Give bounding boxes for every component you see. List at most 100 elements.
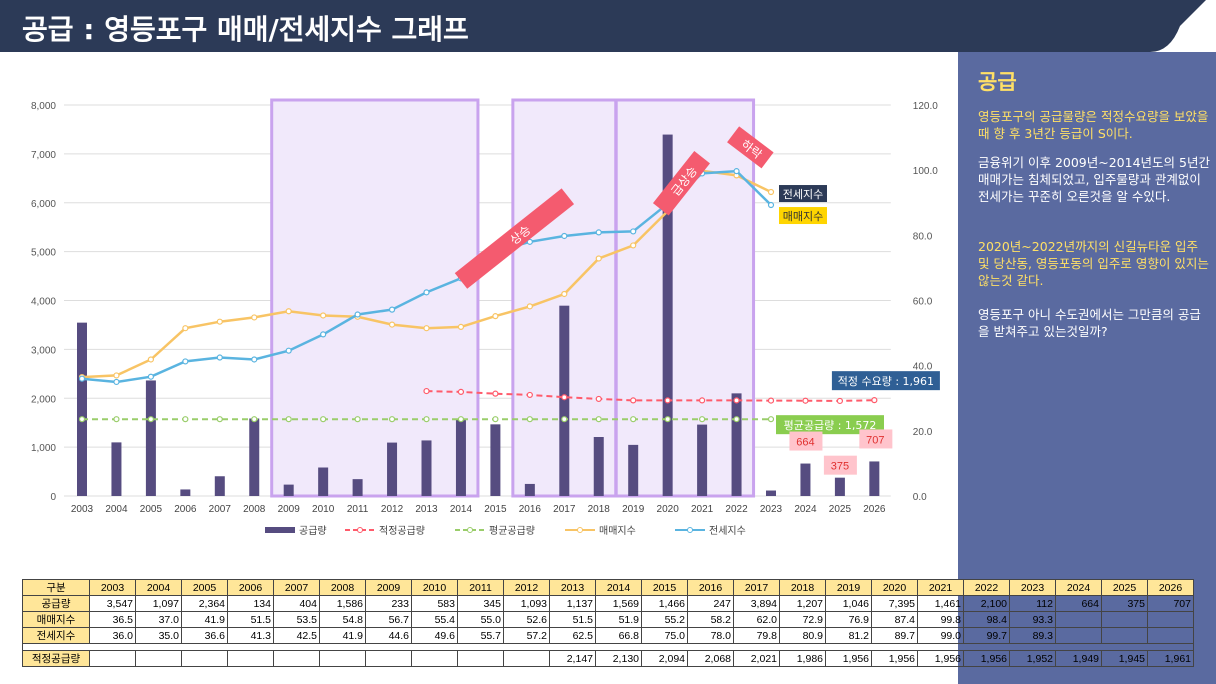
series-point — [767, 416, 775, 423]
supply-index-chart: 0 1,000 2,000 3,000 4,000 5,000 6,000 7,000 8,00… — [31, 98, 940, 537]
series-point — [595, 229, 602, 236]
table-cell — [135, 650, 182, 667]
table-cell — [411, 650, 458, 667]
legend-label: 평균공급량 — [489, 525, 535, 537]
series-point — [113, 378, 120, 386]
y-right-tick-label: 60.0 — [913, 297, 933, 308]
table-header-year: 2020 — [871, 579, 918, 596]
table-cell — [1101, 611, 1148, 628]
series-point — [802, 397, 809, 404]
table-cell: 55.7 — [457, 627, 504, 644]
x-tick-label: 2007 — [209, 504, 232, 515]
table-gap — [22, 643, 1194, 651]
table-cell: 76.9 — [825, 611, 872, 628]
series-point — [216, 318, 223, 325]
series-point — [457, 388, 465, 395]
series-point — [457, 416, 465, 423]
series-point — [561, 394, 568, 401]
table-header-year: 2013 — [549, 579, 596, 596]
table-cell — [1055, 627, 1102, 644]
table-cell: 1,466 — [641, 595, 688, 612]
x-tick-label: 2026 — [863, 504, 886, 515]
table-cell: 36.6 — [181, 627, 228, 644]
table-cell: 1,097 — [135, 595, 182, 612]
table-cell: 35.0 — [135, 627, 182, 644]
supply-bar — [731, 393, 742, 496]
table-header-year: 2022 — [963, 579, 1010, 596]
table-cell: 98.4 — [963, 611, 1010, 628]
supply-bar — [352, 479, 363, 496]
table-cell: 3,547 — [89, 595, 136, 612]
supply-bar — [766, 490, 776, 496]
supply-bar — [387, 442, 398, 496]
supply-bar — [214, 476, 225, 496]
series-point — [320, 312, 327, 319]
series-point — [354, 416, 361, 423]
series-point — [698, 416, 706, 423]
table-cell: 2,364 — [181, 595, 228, 612]
series-point — [182, 416, 189, 423]
table-cell: 72.9 — [779, 611, 826, 628]
series-point — [147, 416, 154, 423]
table-cell: 2,147 — [549, 650, 596, 667]
table-cell: 1,956 — [871, 650, 918, 667]
supply-bar — [283, 484, 294, 496]
series-point — [595, 416, 602, 423]
x-tick-label: 2018 — [588, 504, 611, 515]
maemae-end-label-bg — [779, 207, 827, 225]
table-cell: 2,130 — [595, 650, 642, 667]
y-left-tick-label: 7,000 — [31, 150, 56, 161]
table-cell: 51.9 — [595, 611, 642, 628]
table-row-label: 적정공급량 — [22, 650, 90, 667]
table-header-year: 2018 — [779, 579, 826, 596]
y-left-tick-label: 8,000 — [31, 101, 56, 112]
series-point — [320, 331, 327, 338]
series-point — [285, 416, 292, 423]
series-point — [526, 238, 533, 245]
table-cell: 1,986 — [779, 650, 826, 667]
table-cell: 54.8 — [319, 611, 366, 628]
table-cell — [1147, 611, 1194, 628]
table-cell: 1,956 — [963, 650, 1010, 667]
table-cell: 2,100 — [963, 595, 1010, 612]
average-supply-label-bg — [776, 415, 884, 435]
series-point — [182, 325, 189, 332]
y-right-tick-label: 80.0 — [913, 231, 933, 242]
table-header-year: 2014 — [595, 579, 642, 596]
table-cell: 1,945 — [1101, 650, 1148, 667]
table-cell: 42.5 — [273, 627, 320, 644]
series-point — [492, 390, 499, 397]
series-point — [388, 306, 396, 313]
table-cell: 345 — [457, 595, 504, 612]
series-point — [78, 416, 86, 423]
table-row: 매매지수 36.5 37.0 41.9 51.5 53.5 54.8 56.7 55.4 55.0… — [22, 611, 1194, 628]
table-header-year: 2007 — [273, 579, 320, 596]
maemae-end-label: 매매지수 — [783, 210, 823, 223]
series-point — [561, 416, 568, 423]
table-cell: 1,961 — [1147, 650, 1194, 667]
legend-marker — [687, 527, 693, 533]
y-left-tick-label: 3,000 — [31, 345, 56, 356]
series-point — [388, 321, 396, 328]
table-header-year: 2005 — [181, 579, 228, 596]
table-header-year: 2019 — [825, 579, 872, 596]
series-point — [251, 416, 258, 423]
series-point — [251, 356, 258, 363]
table-row: 구분 2003 2004 2005 2006 2007 2008 2009 2010 2011 20… — [22, 579, 1194, 596]
table-cell: 41.9 — [319, 627, 366, 644]
supply-bar — [318, 467, 329, 496]
jeonse-end-label: 전세지수 — [783, 188, 823, 201]
series-point — [561, 232, 568, 240]
table-cell: 44.6 — [365, 627, 412, 644]
table-header-year: 2024 — [1055, 579, 1102, 596]
table-cell: 55.2 — [641, 611, 688, 628]
x-tick-label: 2010 — [312, 504, 335, 515]
bar-value-label: 707 — [866, 434, 884, 446]
series-point — [285, 347, 292, 354]
table-header-year: 2015 — [641, 579, 688, 596]
table-row-label: 전세지수 — [22, 627, 90, 644]
bar-value-label-bg — [823, 455, 857, 475]
series-point — [664, 397, 671, 404]
table-cell: 56.7 — [365, 611, 412, 628]
sidebar-paragraph-2: 금융위기 이후 2009년~2014년도의 5년간 매매가는 침체되었고, 입주… — [978, 155, 1210, 204]
